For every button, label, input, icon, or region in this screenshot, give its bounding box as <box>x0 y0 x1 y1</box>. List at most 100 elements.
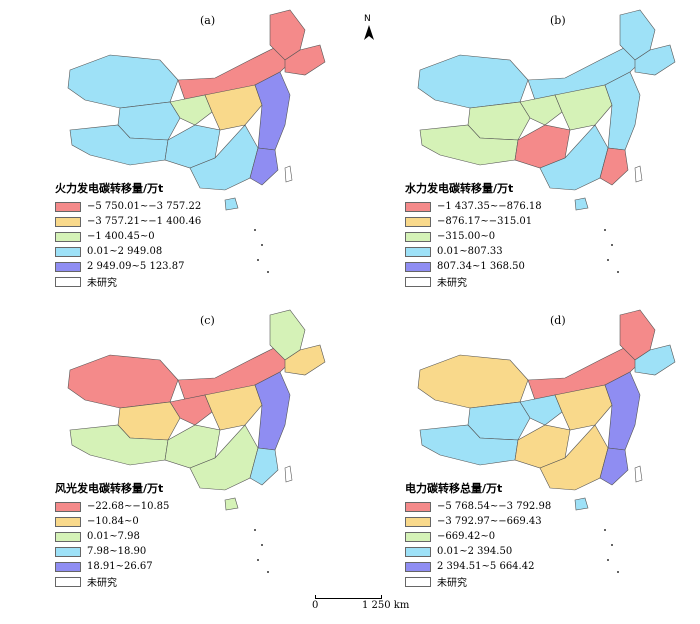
region-east-coast <box>604 371 641 451</box>
region-qinghai <box>117 401 181 441</box>
map-panel-a: (a) 火力发电碳转移量/万t −5 750.01~−3 757.22 −3 757… <box>0 0 350 300</box>
legend-swatch <box>405 216 431 227</box>
legend-range: 0.01~7.98 <box>87 531 140 542</box>
island-dot <box>604 529 606 531</box>
legend-swatch <box>55 231 81 242</box>
island-dot <box>257 259 259 261</box>
legend-item-unstudied: 未研究 <box>55 274 201 289</box>
island-dot <box>261 244 263 246</box>
legend-swatch <box>405 246 431 257</box>
legend-range: −10.84~0 <box>87 516 139 527</box>
legend-swatch <box>55 561 81 572</box>
region-east-coast <box>254 71 291 151</box>
legend-item: 0.01~807.33 <box>405 244 542 259</box>
legend-swatch <box>405 546 431 557</box>
region-qinghai <box>467 401 531 441</box>
region-taiwan <box>634 465 643 483</box>
china-map-d <box>417 309 676 573</box>
legend-swatch <box>55 576 81 587</box>
legend-swatch <box>405 561 431 572</box>
region-northeast <box>284 344 326 376</box>
legend-range: 7.98~18.90 <box>87 546 147 557</box>
legend-item: −3 757.21~−1 400.46 <box>55 214 201 229</box>
scale-distance: 1 250 km <box>362 600 410 611</box>
legend-item: −669.42~0 <box>405 529 551 544</box>
region-northeast <box>284 44 326 76</box>
legend-swatch <box>55 546 81 557</box>
legend-range: −669.42~0 <box>437 531 496 542</box>
region-east-coast <box>604 71 641 151</box>
legend-title: 火力发电碳转移量/万t <box>55 182 164 195</box>
legend-swatch <box>55 501 81 512</box>
legend-swatch <box>405 501 431 512</box>
island-dot <box>617 271 619 273</box>
legend-swatch <box>55 201 81 212</box>
island-dot <box>611 544 613 546</box>
legend-range: 2 394.51~5 664.42 <box>437 561 535 572</box>
region-hainan <box>574 197 589 211</box>
island-dot <box>261 544 263 546</box>
legend-range: −5 768.54~−3 792.98 <box>437 501 552 512</box>
legend-item: 0.01~2 949.08 <box>55 244 201 259</box>
legend-item: −5 768.54~−3 792.98 <box>405 499 551 514</box>
island-dot <box>257 559 259 561</box>
legend-item: −22.68~−10.85 <box>55 499 169 514</box>
legend-range: 0.01~807.33 <box>437 246 503 257</box>
region-northeast <box>634 344 676 376</box>
region-southeast <box>249 147 279 186</box>
legend-range: −1 437.35~−876.18 <box>437 201 542 212</box>
island-dot <box>254 529 256 531</box>
island-dot <box>617 571 619 573</box>
legend-item: 18.91~26.67 <box>55 559 169 574</box>
legend-item: 0.01~7.98 <box>55 529 169 544</box>
legend-item: −876.17~−315.01 <box>405 214 542 229</box>
legend-range: −3 792.97~−669.43 <box>437 516 542 527</box>
china-map-a <box>67 9 326 273</box>
legend-a: 火力发电碳转移量/万t −5 750.01~−3 757.22 −3 757.21~… <box>55 180 201 289</box>
legend-swatch <box>55 276 81 287</box>
legend-item: 2 394.51~5 664.42 <box>405 559 551 574</box>
china-map-b <box>417 9 676 273</box>
legend-swatch <box>55 261 81 272</box>
legend-swatch <box>405 576 431 587</box>
legend-range: −876.17~−315.01 <box>437 216 533 227</box>
region-hainan <box>224 497 239 511</box>
scale-zero: 0 <box>312 600 319 611</box>
island-dot <box>604 229 606 231</box>
legend-range: 2 949.09~5 123.87 <box>87 261 185 272</box>
scale-bar: 0 1 250 km <box>310 592 420 614</box>
island-dot <box>267 271 269 273</box>
legend-swatch <box>55 531 81 542</box>
island-dot <box>254 229 256 231</box>
legend-range: −1 400.45~0 <box>87 231 155 242</box>
legend-title: 电力碳转移总量/万t <box>405 482 503 495</box>
panel-label: (c) <box>200 314 215 327</box>
legend-item: 2 949.09~5 123.87 <box>55 259 201 274</box>
legend-swatch <box>55 216 81 227</box>
legend-item: −5 750.01~−3 757.22 <box>55 199 201 214</box>
legend-item: −10.84~0 <box>55 514 169 529</box>
region-west-xinjiang <box>417 54 529 109</box>
legend-item-unstudied: 未研究 <box>405 274 542 289</box>
region-hainan <box>224 197 239 211</box>
legend-range: 0.01~2 394.50 <box>437 546 513 557</box>
legend-range: −315.00~0 <box>437 231 496 242</box>
legend-range: 18.91~26.67 <box>87 561 153 572</box>
legend-swatch <box>55 516 81 527</box>
island-dot <box>607 559 609 561</box>
region-northeast <box>634 44 676 76</box>
legend-c: 风光发电碳转移量/万t −22.68~−10.85 −10.84~0 0.01~7.9… <box>55 480 169 589</box>
region-qinghai <box>117 101 181 141</box>
region-hainan <box>574 497 589 511</box>
legend-range: −3 757.21~−1 400.46 <box>87 216 202 227</box>
legend-range: −5 750.01~−3 757.22 <box>87 201 202 212</box>
legend-title: 风光发电碳转移量/万t <box>55 482 164 495</box>
map-panel-c: (c) 风光发电碳转移量/万t −22.68~−10.85 −10.84~0 0.01… <box>0 300 350 600</box>
north-label: N <box>364 14 371 24</box>
legend-item-unstudied: 未研究 <box>405 574 551 589</box>
region-taiwan <box>284 165 293 183</box>
legend-swatch <box>405 516 431 527</box>
legend-title: 水力发电碳转移量/万t <box>405 182 514 195</box>
north-arrow-icon: N <box>360 14 378 42</box>
legend-swatch <box>405 201 431 212</box>
